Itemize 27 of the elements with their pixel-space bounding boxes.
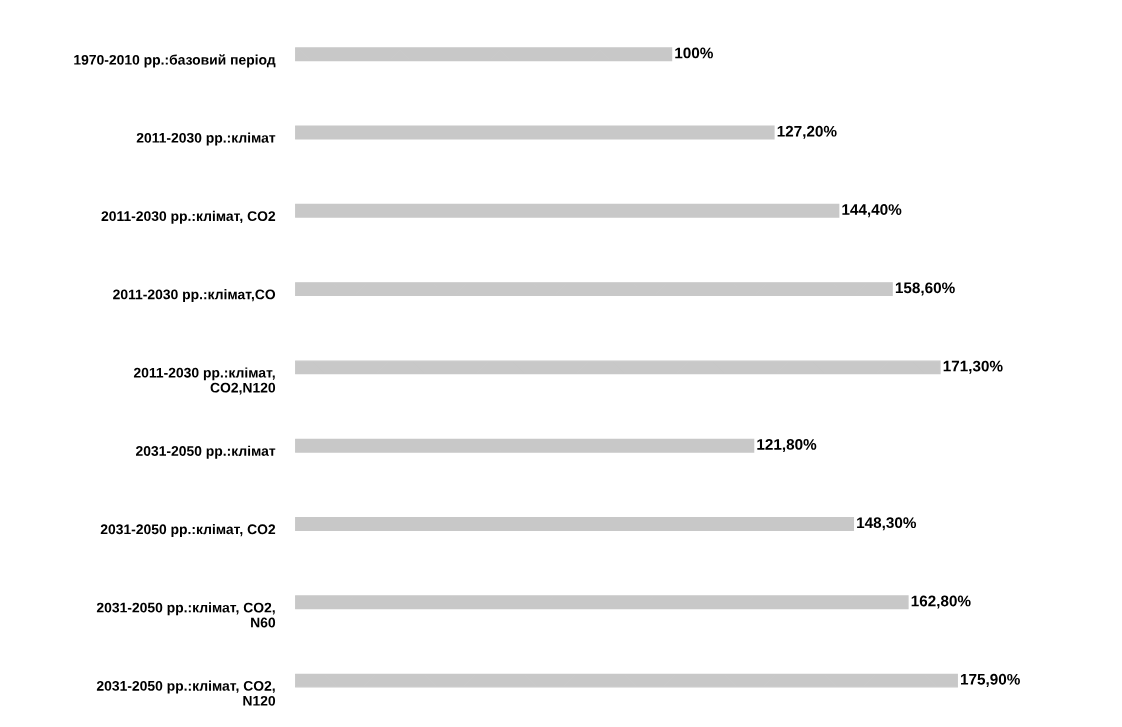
data-label: 121,80%	[757, 438, 817, 453]
data-label: 148,30%	[857, 517, 917, 531]
y-tick-label: 2031-2050 рр.:клімат, CO2, N120	[96, 680, 276, 706]
data-label: 158,60%	[895, 282, 955, 296]
bar	[295, 595, 909, 610]
bar	[295, 47, 673, 62]
data-label: 171,30%	[943, 360, 1003, 374]
y-tick-label: 2011-2030 рр.:клімат	[136, 132, 276, 146]
y-tick-label: 1970-2010 рр.:базовий період	[74, 54, 276, 68]
bar	[295, 673, 958, 688]
y-tick-label: 2031-2050 рр.:клімат	[135, 445, 276, 459]
y-tick-label: 2011-2030 рр.:клімат, CO2,N120	[133, 367, 276, 395]
data-label: 100%	[675, 47, 713, 59]
y-tick-label: 2031-2050 рр.:клімат, CO2, N60	[96, 602, 276, 628]
data-label: 144,40%	[842, 204, 902, 218]
data-label: 127,20%	[777, 125, 837, 139]
y-tick-label: 2011-2030 рр.:клімат, CO2	[101, 210, 276, 224]
bar	[295, 438, 755, 453]
bar	[295, 517, 855, 531]
bar	[295, 125, 775, 140]
data-label: 175,90%	[960, 673, 1020, 687]
bar	[295, 203, 840, 218]
bar	[295, 360, 941, 375]
y-tick-label: 2011-2030 рр.:клімат,CO	[113, 289, 276, 303]
bar	[295, 282, 893, 297]
data-label: 162,80%	[911, 595, 971, 609]
y-tick-label: 2031-2050 рр.:клімат, CO2	[100, 524, 276, 537]
